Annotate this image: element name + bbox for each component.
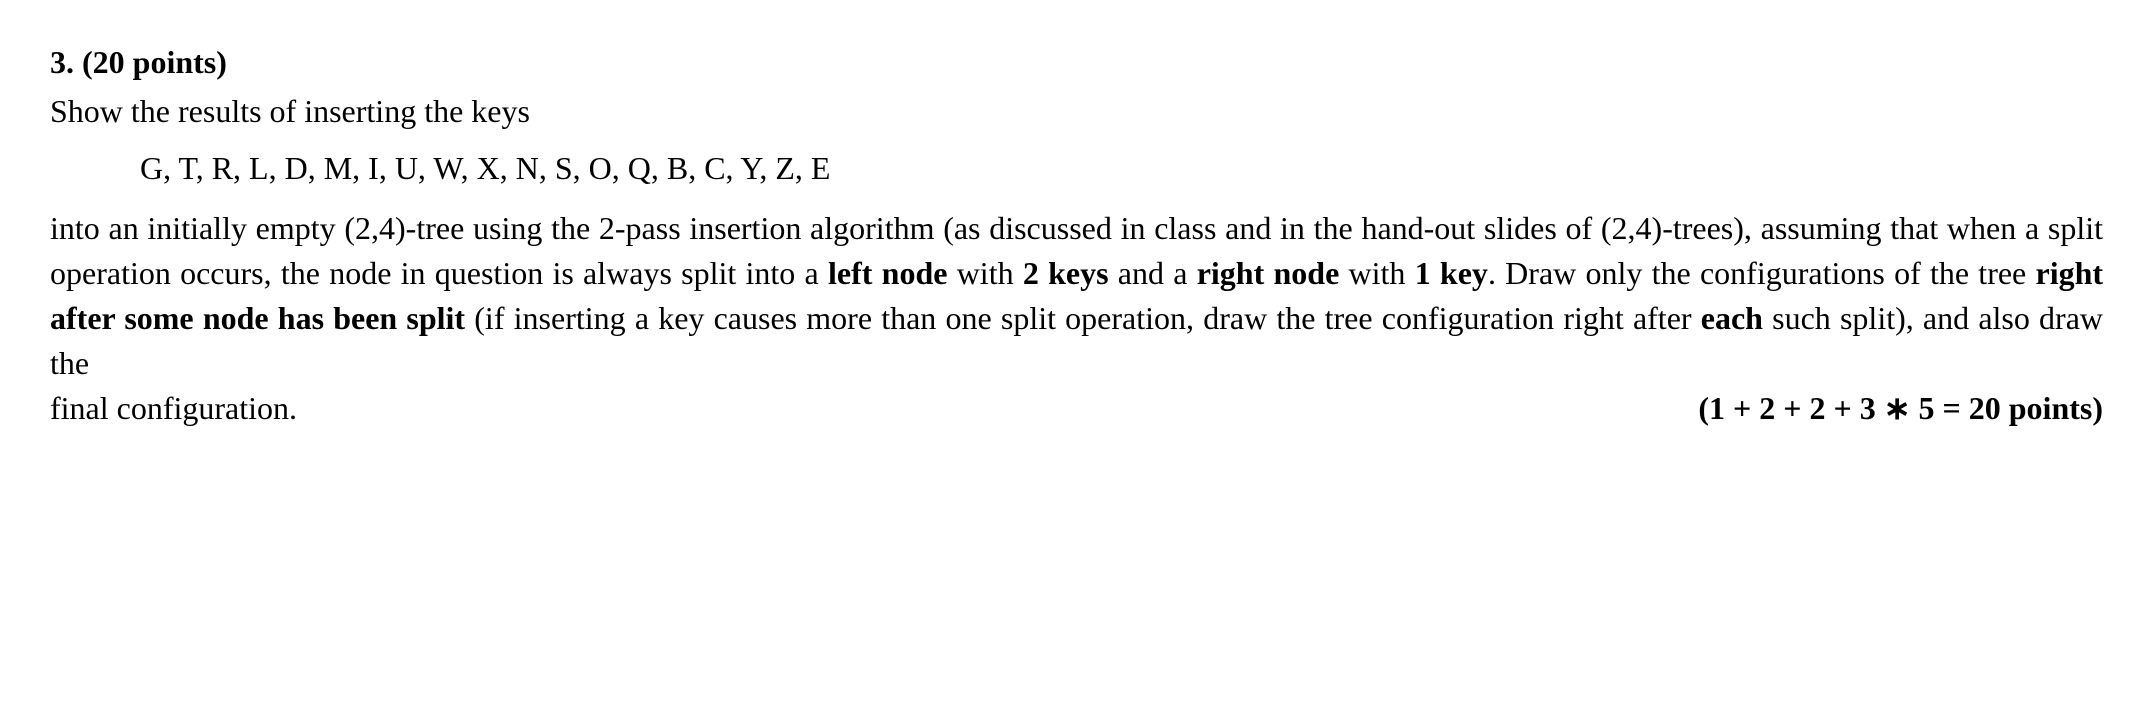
body-text-6: (if inserting a key causes more than one…: [465, 300, 1701, 336]
final-configuration-text: final configuration.: [50, 386, 297, 431]
bold-right-node: right node: [1197, 255, 1340, 291]
body-text-5: . Draw only the configurations of the tr…: [1488, 255, 2036, 291]
bold-left-node: left node: [828, 255, 947, 291]
body-text-2: with: [947, 255, 1022, 291]
key-sequence: G, T, R, L, D, M, I, U, W, X, N, S, O, Q…: [140, 146, 2103, 191]
question-heading: 3. (20 points): [50, 40, 2103, 85]
bold-each: each: [1701, 300, 1763, 336]
body-text-4: with: [1339, 255, 1414, 291]
bold-2keys: 2 keys: [1023, 255, 1109, 291]
question-body: into an initially empty (2,4)-tree using…: [50, 206, 2103, 430]
points-formula: (1 + 2 + 2 + 3 ∗ 5 = 20 points): [1698, 386, 2103, 431]
bold-1key: 1 key: [1415, 255, 1488, 291]
body-text-3: and a: [1109, 255, 1197, 291]
intro-text: Show the results of inserting the keys: [50, 89, 2103, 134]
